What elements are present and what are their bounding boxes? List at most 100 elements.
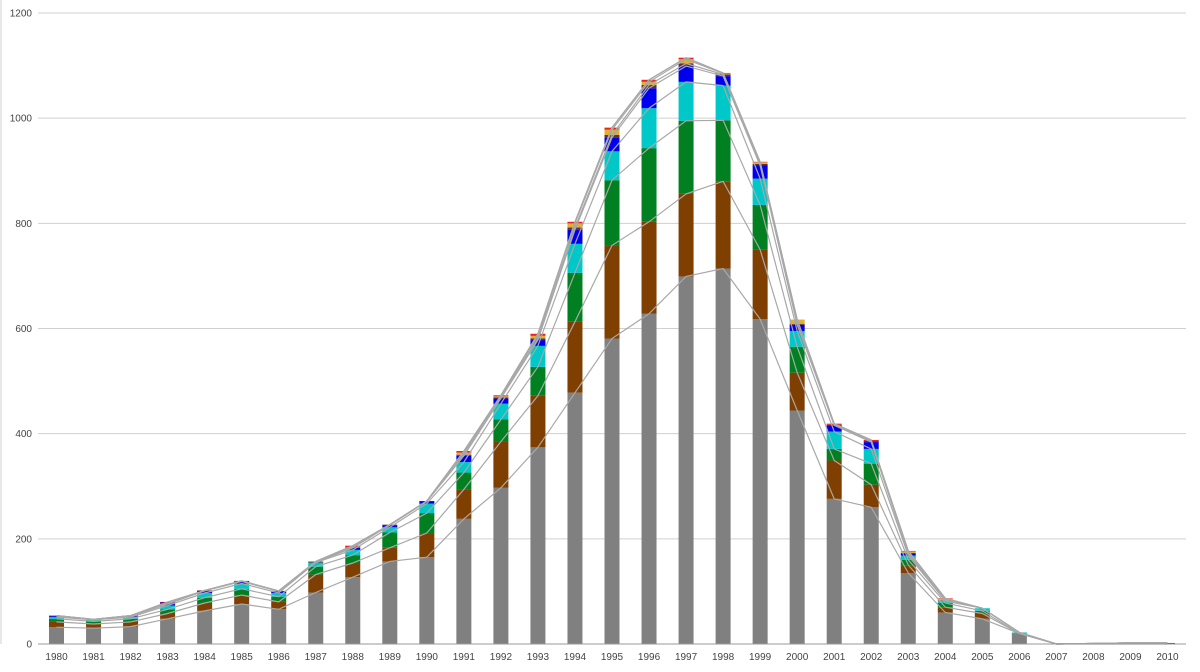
y-tick-label: 200 (15, 534, 32, 545)
bar-segment-2001-s0 (826, 498, 842, 644)
x-tick-label: 1984 (194, 652, 217, 663)
bar-segment-1996-s6 (641, 81, 657, 86)
bars (49, 57, 1175, 644)
bar-segment-1995-s3 (604, 151, 620, 181)
bar-segment-2005-s1 (974, 613, 990, 619)
bar-segment-1991-s4 (456, 455, 472, 463)
bar-segment-1983-s3 (160, 605, 176, 610)
bar-segment-1986-s1 (271, 601, 287, 610)
y-tick-label: 1200 (10, 9, 33, 20)
x-tick-label: 2007 (1045, 652, 1068, 663)
bar-segment-1990-s0 (419, 557, 435, 644)
x-tick-label: 2008 (1082, 652, 1105, 663)
x-tick-label: 1992 (490, 652, 513, 663)
bar-segment-2006-s0 (1011, 633, 1027, 644)
bar-segment-2002-s0 (863, 507, 879, 644)
bar-segment-1992-s0 (493, 487, 509, 644)
bar-segment-1986-s0 (271, 609, 287, 644)
bar-segment-1984-s0 (197, 610, 213, 644)
bar-segment-2004-s0 (937, 612, 953, 644)
x-tick-label: 2001 (823, 652, 846, 663)
bar-segment-1992-s1 (493, 441, 509, 488)
bar-segment-1990-s1 (419, 533, 435, 558)
bar-segment-1995-s6 (604, 129, 620, 135)
connector-line-s1 (56, 180, 1168, 645)
bar-segment-1997-s1 (678, 193, 694, 277)
bar-segment-2003-s2 (900, 559, 916, 566)
bar-segment-2001-s4 (826, 425, 842, 432)
bar-segment-1988-s3 (345, 549, 361, 556)
bar-segment-1987-s0 (308, 592, 324, 644)
bar-segment-1993-s4 (530, 340, 546, 346)
x-tick-label: 1980 (45, 652, 68, 663)
bar-segment-2001-s2 (826, 448, 842, 461)
y-axis-ticks: 0 200 400 600 800 1000 1200 (10, 9, 33, 651)
bar-segment-1983-s4 (160, 604, 176, 606)
bar-segment-1985-s2 (234, 588, 250, 596)
x-tick-label: 1983 (156, 652, 179, 663)
y-tick-label: 400 (15, 429, 32, 440)
x-tick-label: 1985 (231, 652, 254, 663)
bar-segment-2002-s4 (863, 442, 879, 449)
bar-segment-1986-s2 (271, 596, 287, 602)
bar-segment-1994-s6 (567, 223, 583, 228)
bar-segment-1982-s3 (123, 617, 139, 619)
bar-segment-1997-s2 (678, 120, 694, 194)
bar-segment-1997-s4 (678, 66, 694, 82)
connector-lines (56, 57, 1168, 645)
bar-segment-1994-s1 (567, 321, 583, 393)
bar-segment-1989-s0 (382, 561, 398, 644)
x-tick-label: 2002 (860, 652, 883, 663)
bar-segment-1993-s0 (530, 447, 546, 644)
x-tick-label: 1986 (268, 652, 291, 663)
bar-segment-1989-s2 (382, 532, 398, 548)
bar-segment-1993-s1 (530, 395, 546, 448)
bar-segment-1984-s1 (197, 602, 213, 611)
bar-segment-1997-s6 (678, 59, 694, 64)
bar-segment-1988-s7 (345, 545, 361, 548)
bar-segment-1981-s3 (86, 619, 102, 622)
x-tick-label: 2006 (1008, 652, 1031, 663)
x-tick-label: 1989 (379, 652, 402, 663)
bar-segment-1983-s2 (160, 609, 176, 614)
x-tick-label: 2005 (971, 652, 994, 663)
bar-segment-1987-s1 (308, 574, 324, 593)
bar-segment-1995-s2 (604, 180, 620, 246)
bar-segment-1988-s0 (345, 577, 361, 644)
bar-segment-1995-s1 (604, 245, 620, 339)
x-tick-label: 1991 (453, 652, 476, 663)
bar-segment-1982-s2 (123, 618, 139, 622)
bar-segment-2001-s3 (826, 431, 842, 449)
bar-segment-1981-s1 (86, 624, 102, 629)
bar-segment-2002-s2 (863, 463, 879, 485)
bar-segment-1997-s7 (678, 57, 694, 60)
bar-segment-1982-s0 (123, 626, 139, 644)
y-tick-label: 0 (26, 640, 32, 651)
bar-segment-1980-s2 (49, 618, 65, 622)
bar-segment-1991-s0 (456, 518, 472, 644)
x-tick-label: 2003 (897, 652, 920, 663)
bar-segment-1988-s1 (345, 563, 361, 578)
x-tick-label: 1994 (564, 652, 587, 663)
bar-segment-1992-s4 (493, 398, 509, 404)
bar-segment-1991-s3 (456, 462, 472, 473)
bar-segment-1996-s7 (641, 79, 657, 82)
y-tick-label: 600 (15, 324, 32, 335)
bar-segment-1980-s0 (49, 627, 65, 644)
x-tick-label: 1981 (82, 652, 105, 663)
x-tick-label: 2004 (934, 652, 957, 663)
bar-segment-1997-s3 (678, 81, 694, 121)
connector-line-s0 (56, 267, 1168, 645)
bar-segment-1996-s3 (641, 108, 657, 149)
bar-segment-1990-s4 (419, 501, 435, 504)
bar-segment-2005-s3 (974, 608, 990, 611)
bar-segment-1990-s3 (419, 503, 435, 514)
bar-segment-1983-s8 (160, 601, 176, 604)
bar-segment-2000-s2 (789, 346, 805, 373)
bar-segment-1988-s2 (345, 555, 361, 564)
bar-segment-1996-s1 (641, 221, 657, 314)
bar-segment-1981-s0 (86, 628, 102, 644)
x-tick-label: 1999 (749, 652, 772, 663)
bar-segment-2005-s2 (974, 610, 990, 614)
bar-segment-1999-s3 (752, 178, 768, 205)
